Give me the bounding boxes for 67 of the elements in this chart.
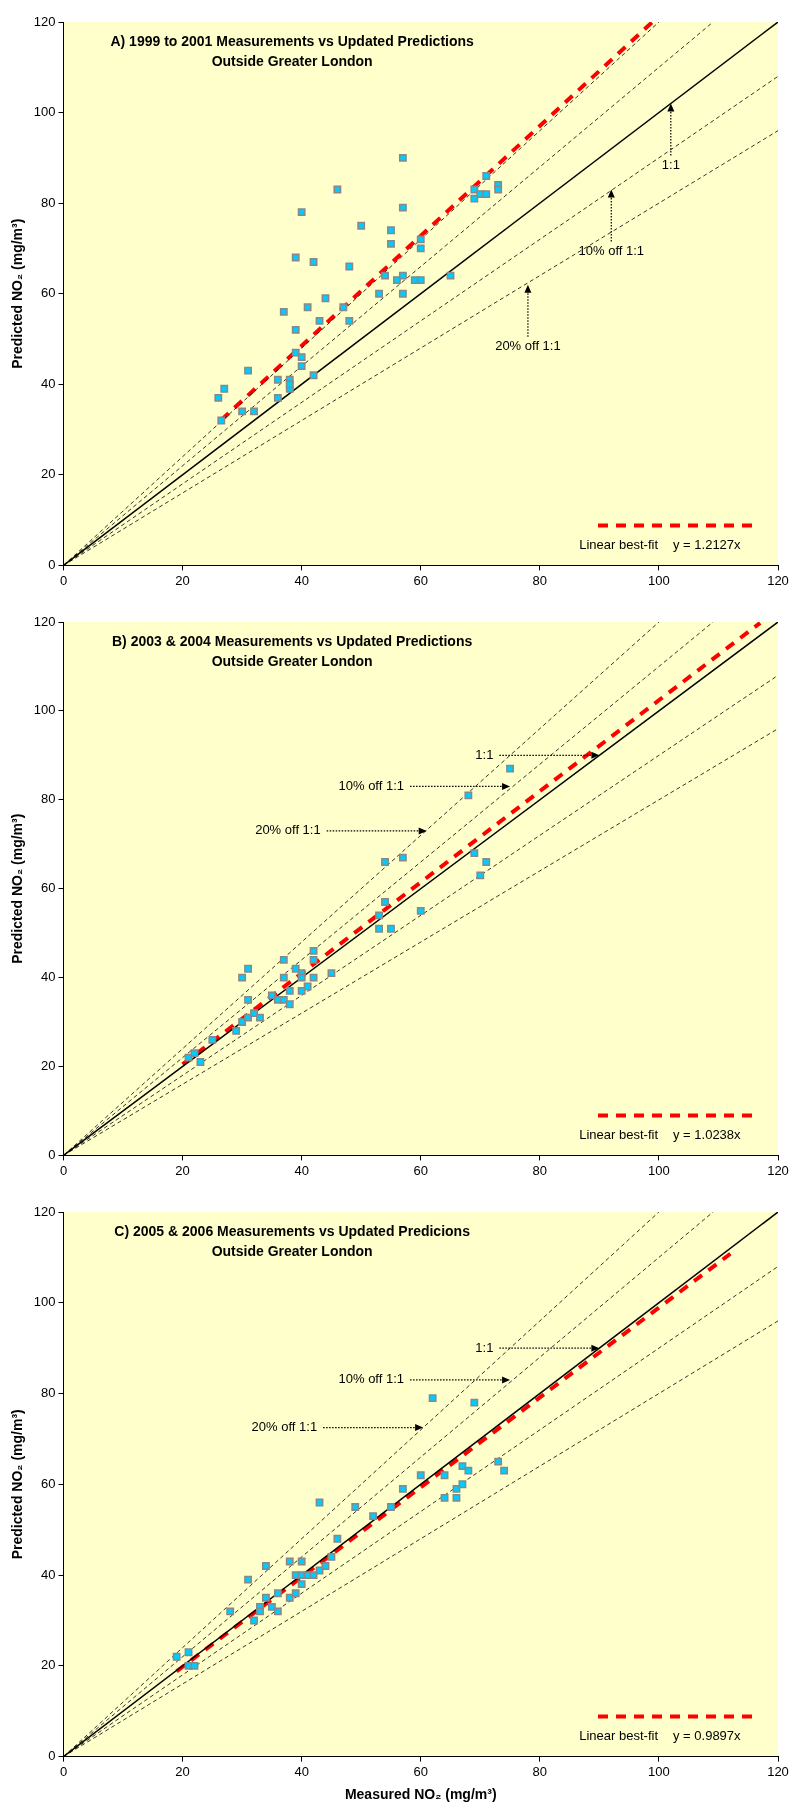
annotation: 10% off 1:1 [578,243,645,259]
x-tick-label: 120 [767,572,789,588]
y-tick-label: 80 [41,791,56,807]
annotation: y = 0.9897x [673,1728,742,1744]
x-tick-label: 100 [648,1162,670,1178]
x-tick-label: 60 [413,1162,428,1178]
x-tick-label: 40 [294,572,309,588]
y-tick-label: 0 [48,556,56,572]
y-tick-label: 60 [41,880,56,896]
x-tick-label: 80 [532,1763,548,1779]
x-tick-label: 60 [413,1763,428,1779]
annotation: 20% off 1:1 [255,822,321,838]
annotation: 1:1 [475,746,494,762]
x-tick-label: 100 [648,572,670,588]
x-tick-label: 120 [767,1763,789,1779]
x-tick-label: 0 [59,1763,68,1779]
text: Outside Greater London [211,52,373,69]
annotation: 10% off 1:1 [338,778,405,794]
text: A) 1999 to 2001 Measurements vs Updated Predictions [110,32,475,49]
y-tick-label: 20 [41,1657,56,1673]
y-tick-label: 20 [41,466,56,482]
y-tick-label: 80 [41,1385,56,1401]
y-tick-label: 20 [41,1058,56,1074]
y-tick-label: 120 [33,1203,56,1219]
x-tick-label: 80 [532,572,548,588]
text: Outside Greater London [211,652,373,669]
x-tick-label: 60 [413,572,428,588]
text: C) 2005 & 2006 Measurements vs Updated Predicions [114,1222,471,1239]
text: B) 2003 & 2004 Measurements vs Updated Predictions [112,632,473,649]
y-tick-label: 60 [41,285,56,301]
x-tick-label: 120 [767,1162,789,1178]
x-tick-label: 0 [59,1162,68,1178]
y-tick-label: 40 [41,375,56,391]
y-axis-title: Predicted NO₂ (mg/m³) [9,218,26,369]
y-tick-label: 100 [33,104,56,120]
x-tick-label: 40 [294,1162,309,1178]
annotation: 20% off 1:1 [495,338,561,354]
x-tick-label: 20 [175,1162,190,1178]
x-axis-title: Measured NO₂ (mg/m³) [344,1786,497,1803]
x-tick-label: 40 [294,1763,309,1779]
y-axis-title: Predicted NO₂ (mg/m³) [9,813,26,964]
x-tick-label: 0 [59,572,68,588]
y-tick-label: 120 [33,13,56,29]
text: Linear best-fit [579,1126,659,1142]
x-tick-label: 20 [175,572,190,588]
y-axis-title: Predicted NO₂ (mg/m³) [9,1409,26,1560]
x-tick-label: 80 [532,1162,548,1178]
y-tick-label: 60 [41,1475,56,1491]
x-tick-label: 100 [648,1763,670,1779]
text: Outside Greater London [211,1242,373,1259]
y-tick-label: 40 [41,969,56,985]
y-tick-label: 0 [48,1748,56,1764]
annotation: 1:1 [661,157,680,173]
y-tick-label: 40 [41,1566,56,1582]
annotation: y = 1.2127x [673,536,742,552]
y-tick-label: 100 [33,1294,56,1310]
y-tick-label: 100 [33,702,56,718]
text: Linear best-fit [579,1728,659,1744]
annotation: 10% off 1:1 [338,1371,405,1387]
text: Linear best-fit [579,536,659,552]
x-tick-label: 20 [175,1763,190,1779]
y-tick-label: 120 [33,613,56,629]
y-tick-label: 0 [48,1146,56,1162]
annotation: y = 1.0238x [673,1126,742,1142]
annotation: 20% off 1:1 [251,1419,318,1435]
y-tick-label: 80 [41,194,56,210]
annotation: 1:1 [475,1339,494,1355]
